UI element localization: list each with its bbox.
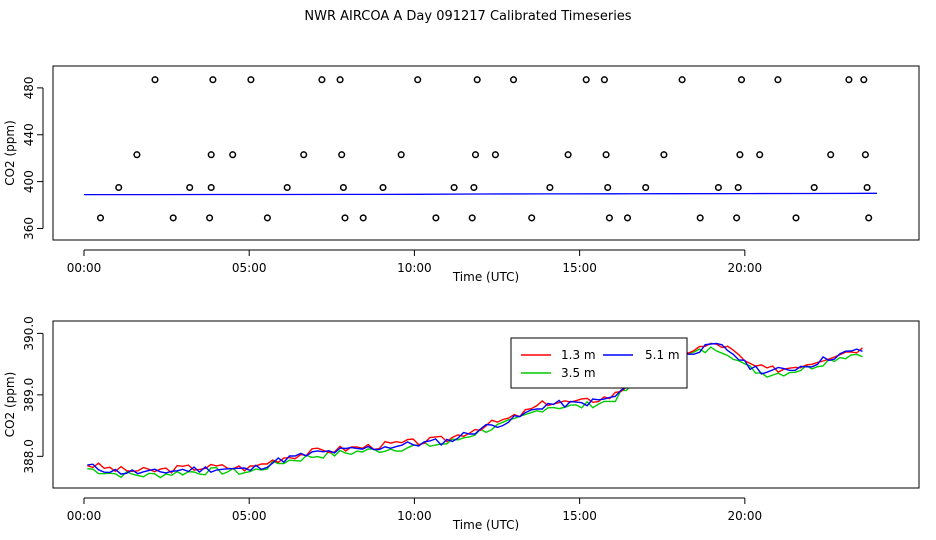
- x-tick-label: 00:00: [67, 261, 102, 275]
- data-point: [737, 152, 743, 158]
- data-point: [625, 215, 631, 221]
- y-tick-label: 390.0: [22, 316, 36, 350]
- data-point: [208, 152, 214, 158]
- x-tick-label: 20:00: [728, 509, 763, 523]
- data-point: [301, 152, 307, 158]
- data-point: [866, 215, 872, 221]
- data-point: [398, 152, 404, 158]
- data-point: [716, 185, 722, 191]
- data-point: [734, 215, 740, 221]
- data-point: [547, 185, 553, 191]
- series-line-1: [87, 347, 862, 478]
- data-point: [757, 152, 763, 158]
- data-point: [469, 215, 475, 221]
- data-point: [607, 215, 613, 221]
- y-axis-label: CO2 (ppm): [3, 372, 17, 438]
- data-point: [471, 185, 477, 191]
- data-point: [380, 185, 386, 191]
- data-point: [360, 215, 366, 221]
- data-point: [248, 77, 254, 83]
- data-point: [739, 77, 745, 83]
- y-tick-label: 400: [22, 170, 36, 193]
- data-point: [98, 215, 104, 221]
- x-axis-label: Time (UTC): [452, 518, 519, 532]
- y-tick-label: 389.0: [22, 378, 36, 412]
- data-point: [679, 77, 685, 83]
- data-point: [207, 215, 213, 221]
- data-point: [339, 152, 345, 158]
- x-tick-label: 15:00: [562, 261, 597, 275]
- data-point: [511, 77, 517, 83]
- series-line: [84, 193, 877, 194]
- legend-box: [511, 338, 687, 388]
- data-point: [134, 152, 140, 158]
- y-tick-label: 440: [22, 123, 36, 146]
- data-point: [341, 185, 347, 191]
- data-point: [697, 215, 703, 221]
- data-point: [474, 77, 480, 83]
- data-point: [828, 152, 834, 158]
- chart-page: NWR AIRCOA A Day 091217 Calibrated Times…: [0, 0, 936, 540]
- x-tick-label: 10:00: [397, 261, 432, 275]
- data-point: [415, 77, 421, 83]
- data-point: [603, 152, 609, 158]
- legend-label: 5.1 m: [645, 348, 680, 362]
- data-point: [661, 152, 667, 158]
- x-tick-label: 10:00: [397, 509, 432, 523]
- data-point: [529, 215, 535, 221]
- data-point: [170, 215, 176, 221]
- x-tick-label: 05:00: [232, 509, 267, 523]
- data-point: [861, 77, 867, 83]
- y-axis-label: CO2 (ppm): [3, 120, 17, 186]
- data-point: [605, 185, 611, 191]
- y-tick-label: 480: [22, 76, 36, 99]
- data-point: [473, 152, 479, 158]
- data-point: [433, 215, 439, 221]
- legend-label: 1.3 m: [561, 348, 596, 362]
- data-point: [451, 185, 457, 191]
- y-tick-label: 388.0: [22, 439, 36, 473]
- series-line-2: [87, 344, 862, 475]
- data-point: [493, 152, 499, 158]
- data-point: [565, 152, 571, 158]
- data-point: [583, 77, 589, 83]
- plot-frame: [53, 66, 919, 240]
- chart-svg: 00:00 05:00 10:00 15:00 20:00 Time (UTC) 360 40…: [0, 0, 936, 540]
- data-point: [863, 152, 869, 158]
- data-point: [643, 185, 649, 191]
- x-tick-label: 00:00: [67, 509, 102, 523]
- data-point: [265, 215, 271, 221]
- data-point: [793, 215, 799, 221]
- data-point: [735, 185, 741, 191]
- data-point: [208, 185, 214, 191]
- x-tick-label: 05:00: [232, 261, 267, 275]
- data-point: [864, 185, 870, 191]
- data-point: [811, 185, 817, 191]
- data-point: [187, 185, 193, 191]
- plot-frame: [53, 321, 919, 488]
- x-tick-label: 20:00: [728, 261, 763, 275]
- x-tick-label: 15:00: [562, 509, 597, 523]
- data-point: [210, 77, 216, 83]
- x-axis-label: Time (UTC): [452, 270, 519, 284]
- data-point: [319, 77, 325, 83]
- data-point: [775, 77, 781, 83]
- data-point: [602, 77, 608, 83]
- data-point: [284, 185, 290, 191]
- data-point: [152, 77, 158, 83]
- legend-label: 3.5 m: [561, 366, 596, 380]
- data-point: [230, 152, 236, 158]
- data-point: [342, 215, 348, 221]
- data-point: [116, 185, 122, 191]
- data-point: [846, 77, 852, 83]
- y-tick-label: 360: [22, 217, 36, 240]
- data-point: [337, 77, 343, 83]
